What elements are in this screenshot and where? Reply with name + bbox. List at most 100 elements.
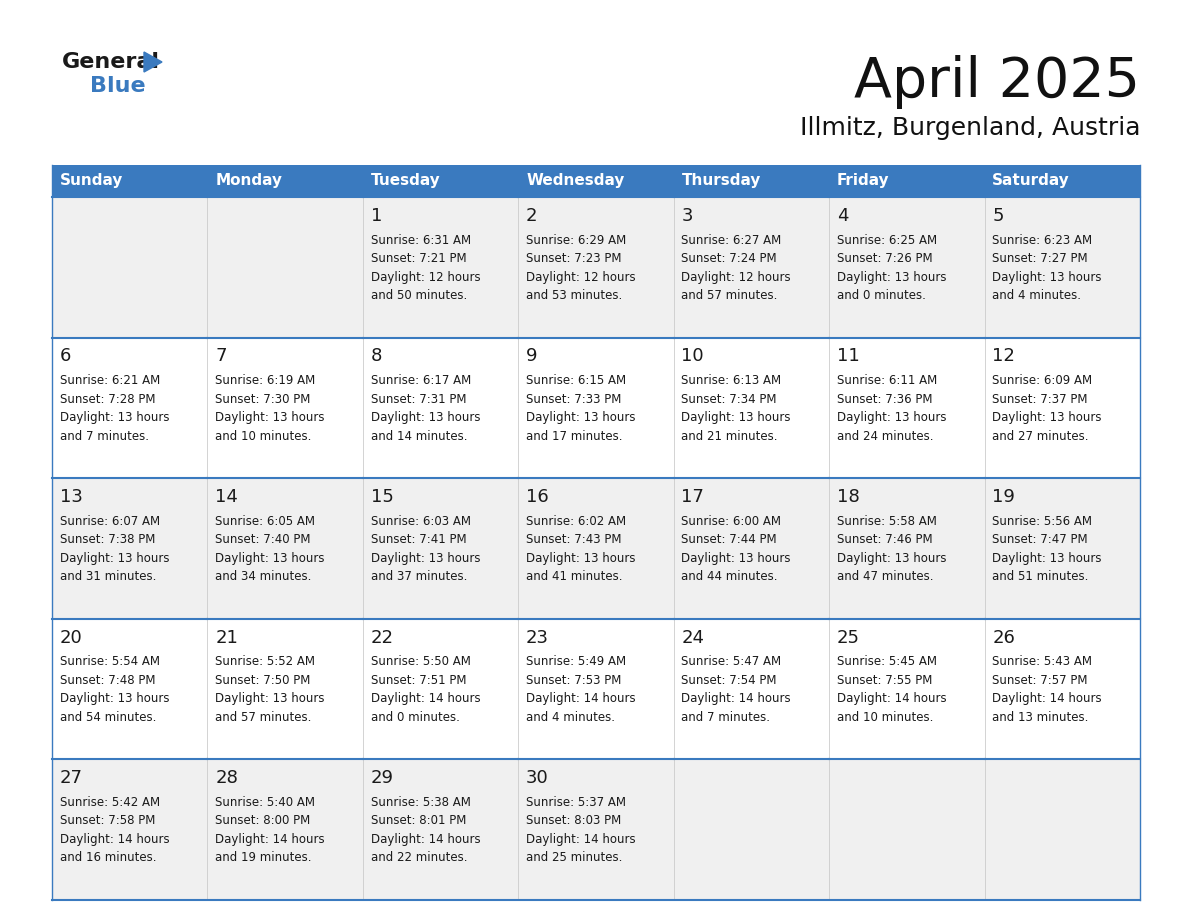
Bar	[52, 619, 208, 759]
Bar	[52, 478, 208, 619]
Text: Thursday: Thursday	[682, 174, 760, 188]
Text: 12: 12	[992, 347, 1016, 365]
Text: Sunrise: 6:19 AM
Sunset: 7:30 PM
Daylight: 13 hours
and 10 minutes.: Sunrise: 6:19 AM Sunset: 7:30 PM Dayligh…	[215, 375, 324, 442]
Text: Sunrise: 5:52 AM
Sunset: 7:50 PM
Daylight: 13 hours
and 57 minutes.: Sunrise: 5:52 AM Sunset: 7:50 PM Dayligh…	[215, 655, 324, 724]
Text: Tuesday: Tuesday	[371, 174, 441, 188]
Text: Wednesday: Wednesday	[526, 174, 625, 188]
Bar	[829, 165, 985, 197]
Bar	[362, 338, 518, 478]
Text: Monday: Monday	[215, 174, 283, 188]
Text: Sunrise: 6:29 AM
Sunset: 7:23 PM
Daylight: 12 hours
and 53 minutes.: Sunrise: 6:29 AM Sunset: 7:23 PM Dayligh…	[526, 233, 636, 302]
Text: Sunrise: 5:49 AM
Sunset: 7:53 PM
Daylight: 14 hours
and 4 minutes.: Sunrise: 5:49 AM Sunset: 7:53 PM Dayligh…	[526, 655, 636, 724]
Bar	[674, 619, 829, 759]
Bar	[208, 478, 362, 619]
Bar	[674, 197, 829, 338]
Text: Sunrise: 5:45 AM
Sunset: 7:55 PM
Daylight: 14 hours
and 10 minutes.: Sunrise: 5:45 AM Sunset: 7:55 PM Dayligh…	[836, 655, 947, 724]
Text: Saturday: Saturday	[992, 174, 1070, 188]
Text: Sunrise: 6:09 AM
Sunset: 7:37 PM
Daylight: 13 hours
and 27 minutes.: Sunrise: 6:09 AM Sunset: 7:37 PM Dayligh…	[992, 375, 1101, 442]
Text: Sunrise: 6:27 AM
Sunset: 7:24 PM
Daylight: 12 hours
and 57 minutes.: Sunrise: 6:27 AM Sunset: 7:24 PM Dayligh…	[682, 233, 791, 302]
Text: Friday: Friday	[836, 174, 890, 188]
Bar	[52, 338, 208, 478]
Bar	[52, 759, 208, 900]
Text: Sunrise: 5:37 AM
Sunset: 8:03 PM
Daylight: 14 hours
and 25 minutes.: Sunrise: 5:37 AM Sunset: 8:03 PM Dayligh…	[526, 796, 636, 865]
Text: Sunrise: 6:25 AM
Sunset: 7:26 PM
Daylight: 13 hours
and 0 minutes.: Sunrise: 6:25 AM Sunset: 7:26 PM Dayligh…	[836, 233, 947, 302]
Text: Sunrise: 6:02 AM
Sunset: 7:43 PM
Daylight: 13 hours
and 41 minutes.: Sunrise: 6:02 AM Sunset: 7:43 PM Dayligh…	[526, 515, 636, 583]
Bar	[208, 338, 362, 478]
Text: 9: 9	[526, 347, 537, 365]
Text: Sunrise: 5:50 AM
Sunset: 7:51 PM
Daylight: 14 hours
and 0 minutes.: Sunrise: 5:50 AM Sunset: 7:51 PM Dayligh…	[371, 655, 480, 724]
Text: Sunrise: 5:43 AM
Sunset: 7:57 PM
Daylight: 14 hours
and 13 minutes.: Sunrise: 5:43 AM Sunset: 7:57 PM Dayligh…	[992, 655, 1102, 724]
Bar	[518, 197, 674, 338]
Text: 18: 18	[836, 488, 860, 506]
Bar	[829, 619, 985, 759]
Text: 27: 27	[59, 769, 83, 788]
Bar	[362, 165, 518, 197]
Bar	[985, 478, 1140, 619]
Text: Sunrise: 5:47 AM
Sunset: 7:54 PM
Daylight: 14 hours
and 7 minutes.: Sunrise: 5:47 AM Sunset: 7:54 PM Dayligh…	[682, 655, 791, 724]
Polygon shape	[144, 52, 162, 72]
Text: Sunrise: 6:21 AM
Sunset: 7:28 PM
Daylight: 13 hours
and 7 minutes.: Sunrise: 6:21 AM Sunset: 7:28 PM Dayligh…	[59, 375, 169, 442]
Bar	[208, 197, 362, 338]
Bar	[829, 338, 985, 478]
Text: Sunrise: 5:54 AM
Sunset: 7:48 PM
Daylight: 13 hours
and 54 minutes.: Sunrise: 5:54 AM Sunset: 7:48 PM Dayligh…	[59, 655, 169, 724]
Text: Sunrise: 6:03 AM
Sunset: 7:41 PM
Daylight: 13 hours
and 37 minutes.: Sunrise: 6:03 AM Sunset: 7:41 PM Dayligh…	[371, 515, 480, 583]
Bar	[829, 197, 985, 338]
Text: 28: 28	[215, 769, 238, 788]
Bar	[208, 619, 362, 759]
Text: 19: 19	[992, 488, 1016, 506]
Text: Sunrise: 6:05 AM
Sunset: 7:40 PM
Daylight: 13 hours
and 34 minutes.: Sunrise: 6:05 AM Sunset: 7:40 PM Dayligh…	[215, 515, 324, 583]
Bar	[208, 759, 362, 900]
Bar	[829, 759, 985, 900]
Text: Sunrise: 5:42 AM
Sunset: 7:58 PM
Daylight: 14 hours
and 16 minutes.: Sunrise: 5:42 AM Sunset: 7:58 PM Dayligh…	[59, 796, 170, 865]
Text: 8: 8	[371, 347, 383, 365]
Text: 4: 4	[836, 207, 848, 225]
Text: Sunrise: 6:07 AM
Sunset: 7:38 PM
Daylight: 13 hours
and 31 minutes.: Sunrise: 6:07 AM Sunset: 7:38 PM Dayligh…	[59, 515, 169, 583]
Bar	[674, 165, 829, 197]
Text: 13: 13	[59, 488, 83, 506]
Text: 24: 24	[682, 629, 704, 646]
Text: Sunrise: 6:00 AM
Sunset: 7:44 PM
Daylight: 13 hours
and 44 minutes.: Sunrise: 6:00 AM Sunset: 7:44 PM Dayligh…	[682, 515, 791, 583]
Text: 26: 26	[992, 629, 1016, 646]
Bar	[985, 619, 1140, 759]
Text: April 2025: April 2025	[854, 55, 1140, 109]
Bar	[52, 165, 208, 197]
Text: 30: 30	[526, 769, 549, 788]
Text: 23: 23	[526, 629, 549, 646]
Text: Sunrise: 6:13 AM
Sunset: 7:34 PM
Daylight: 13 hours
and 21 minutes.: Sunrise: 6:13 AM Sunset: 7:34 PM Dayligh…	[682, 375, 791, 442]
Text: Sunrise: 5:38 AM
Sunset: 8:01 PM
Daylight: 14 hours
and 22 minutes.: Sunrise: 5:38 AM Sunset: 8:01 PM Dayligh…	[371, 796, 480, 865]
Bar	[362, 197, 518, 338]
Text: 17: 17	[682, 488, 704, 506]
Bar	[674, 478, 829, 619]
Bar	[985, 197, 1140, 338]
Text: Sunrise: 5:56 AM
Sunset: 7:47 PM
Daylight: 13 hours
and 51 minutes.: Sunrise: 5:56 AM Sunset: 7:47 PM Dayligh…	[992, 515, 1101, 583]
Bar	[362, 619, 518, 759]
Bar	[518, 338, 674, 478]
Text: Sunrise: 6:17 AM
Sunset: 7:31 PM
Daylight: 13 hours
and 14 minutes.: Sunrise: 6:17 AM Sunset: 7:31 PM Dayligh…	[371, 375, 480, 442]
Text: 6: 6	[59, 347, 71, 365]
Text: Sunday: Sunday	[59, 174, 124, 188]
Text: 7: 7	[215, 347, 227, 365]
Bar	[518, 619, 674, 759]
Text: 21: 21	[215, 629, 238, 646]
Text: 15: 15	[371, 488, 393, 506]
Text: 3: 3	[682, 207, 693, 225]
Text: Sunrise: 5:58 AM
Sunset: 7:46 PM
Daylight: 13 hours
and 47 minutes.: Sunrise: 5:58 AM Sunset: 7:46 PM Dayligh…	[836, 515, 947, 583]
Bar	[518, 478, 674, 619]
Bar	[362, 478, 518, 619]
Text: Blue: Blue	[90, 76, 146, 96]
Text: 10: 10	[682, 347, 704, 365]
Text: Sunrise: 5:40 AM
Sunset: 8:00 PM
Daylight: 14 hours
and 19 minutes.: Sunrise: 5:40 AM Sunset: 8:00 PM Dayligh…	[215, 796, 324, 865]
Bar	[985, 165, 1140, 197]
Text: 1: 1	[371, 207, 383, 225]
Bar	[362, 759, 518, 900]
Bar	[985, 759, 1140, 900]
Bar	[52, 197, 208, 338]
Text: 25: 25	[836, 629, 860, 646]
Bar	[518, 165, 674, 197]
Text: Illmitz, Burgenland, Austria: Illmitz, Burgenland, Austria	[800, 116, 1140, 140]
Bar	[674, 759, 829, 900]
Text: 2: 2	[526, 207, 537, 225]
Bar	[829, 478, 985, 619]
Text: Sunrise: 6:31 AM
Sunset: 7:21 PM
Daylight: 12 hours
and 50 minutes.: Sunrise: 6:31 AM Sunset: 7:21 PM Dayligh…	[371, 233, 480, 302]
Text: 5: 5	[992, 207, 1004, 225]
